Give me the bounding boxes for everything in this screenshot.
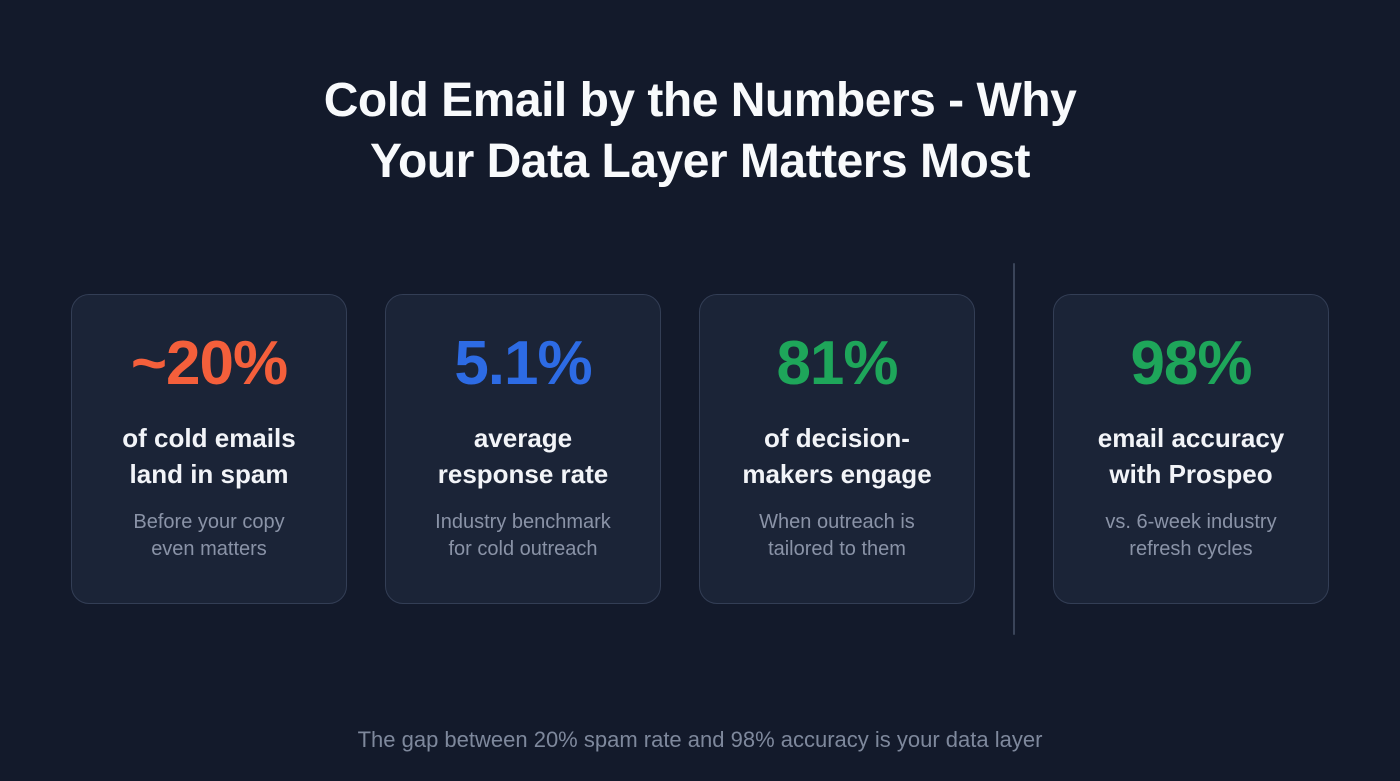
stat-value: 5.1%: [454, 328, 592, 398]
stat-value: ~20%: [130, 328, 288, 398]
stat-note: Industry benchmark for cold outreach: [435, 510, 611, 561]
stat-card-response-rate: 5.1% average response rate Industry benc…: [385, 293, 661, 604]
stat-value: 81%: [776, 328, 898, 398]
stat-note: Before your copy even matters: [133, 510, 285, 561]
vertical-divider: [1013, 262, 1015, 635]
stat-label: of cold emails land in spam: [122, 422, 296, 489]
stat-note: vs. 6-week industry refresh cycles: [1105, 510, 1277, 561]
stat-card-decision-makers: 81% of decision- makers engage When outr…: [699, 293, 975, 604]
stat-value: 98%: [1130, 328, 1252, 398]
page-title: Cold Email by the Numbers - Why Your Dat…: [323, 74, 1077, 189]
stat-card-email-accuracy: 98% email accuracy with Prospeo vs. 6-we…: [1053, 293, 1329, 604]
stat-note: When outreach is tailored to them: [759, 510, 915, 561]
stats-row: ~20% of cold emails land in spam Before …: [71, 262, 1329, 635]
stat-label: average response rate: [437, 422, 609, 489]
stat-label: email accuracy with Prospeo: [1097, 422, 1285, 489]
stat-card-spam-rate: ~20% of cold emails land in spam Before …: [71, 293, 347, 604]
footer-caption: The gap between 20% spam rate and 98% ac…: [357, 726, 1043, 752]
stat-label: of decision- makers engage: [742, 422, 932, 489]
